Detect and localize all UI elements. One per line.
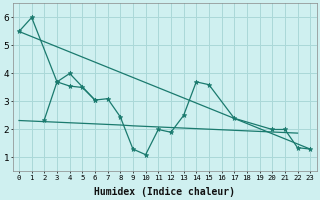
X-axis label: Humidex (Indice chaleur): Humidex (Indice chaleur) [94,186,235,197]
